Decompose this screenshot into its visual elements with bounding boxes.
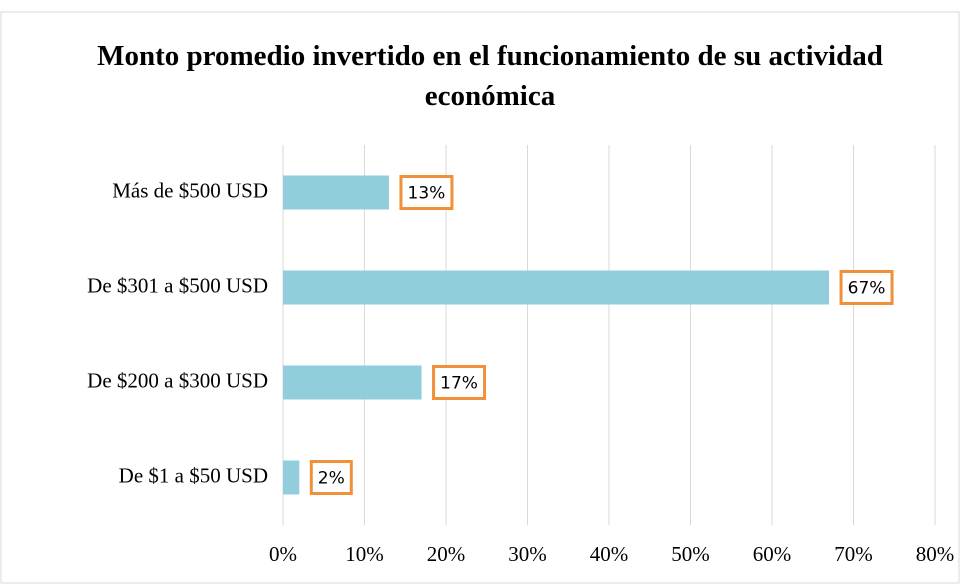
data-label: 13% xyxy=(408,184,446,204)
x-tick-label: 0% xyxy=(269,542,297,566)
x-tick-label: 60% xyxy=(753,542,792,566)
data-label: 17% xyxy=(440,374,478,394)
chart-title: Monto promedio invertido en el funcionam… xyxy=(97,40,883,112)
data-label-box xyxy=(839,270,894,305)
x-tick-label: 40% xyxy=(590,542,629,566)
data-label-box xyxy=(309,460,353,495)
data-label-box xyxy=(432,365,487,400)
y-tick-label: Más de $500 USD xyxy=(112,178,268,202)
bar xyxy=(283,270,830,305)
y-tick-label: De $301 a $500 USD xyxy=(87,273,268,297)
y-tick-label: De $200 a $300 USD xyxy=(87,368,268,392)
bar xyxy=(283,460,300,495)
data-label: 67% xyxy=(848,279,886,299)
y-tick-label: De $1 a $50 USD xyxy=(119,463,268,487)
bar xyxy=(283,175,389,210)
x-tick-label: 70% xyxy=(834,542,873,566)
chart-border xyxy=(0,11,960,584)
x-tick-label: 20% xyxy=(427,542,466,566)
x-tick-label: 10% xyxy=(345,542,384,566)
x-tick-label: 80% xyxy=(916,542,955,566)
data-label-box xyxy=(399,175,454,210)
x-tick-label: 50% xyxy=(671,542,710,566)
x-tick-label: 30% xyxy=(508,542,547,566)
bar xyxy=(283,365,422,400)
data-label: 2% xyxy=(318,469,345,489)
